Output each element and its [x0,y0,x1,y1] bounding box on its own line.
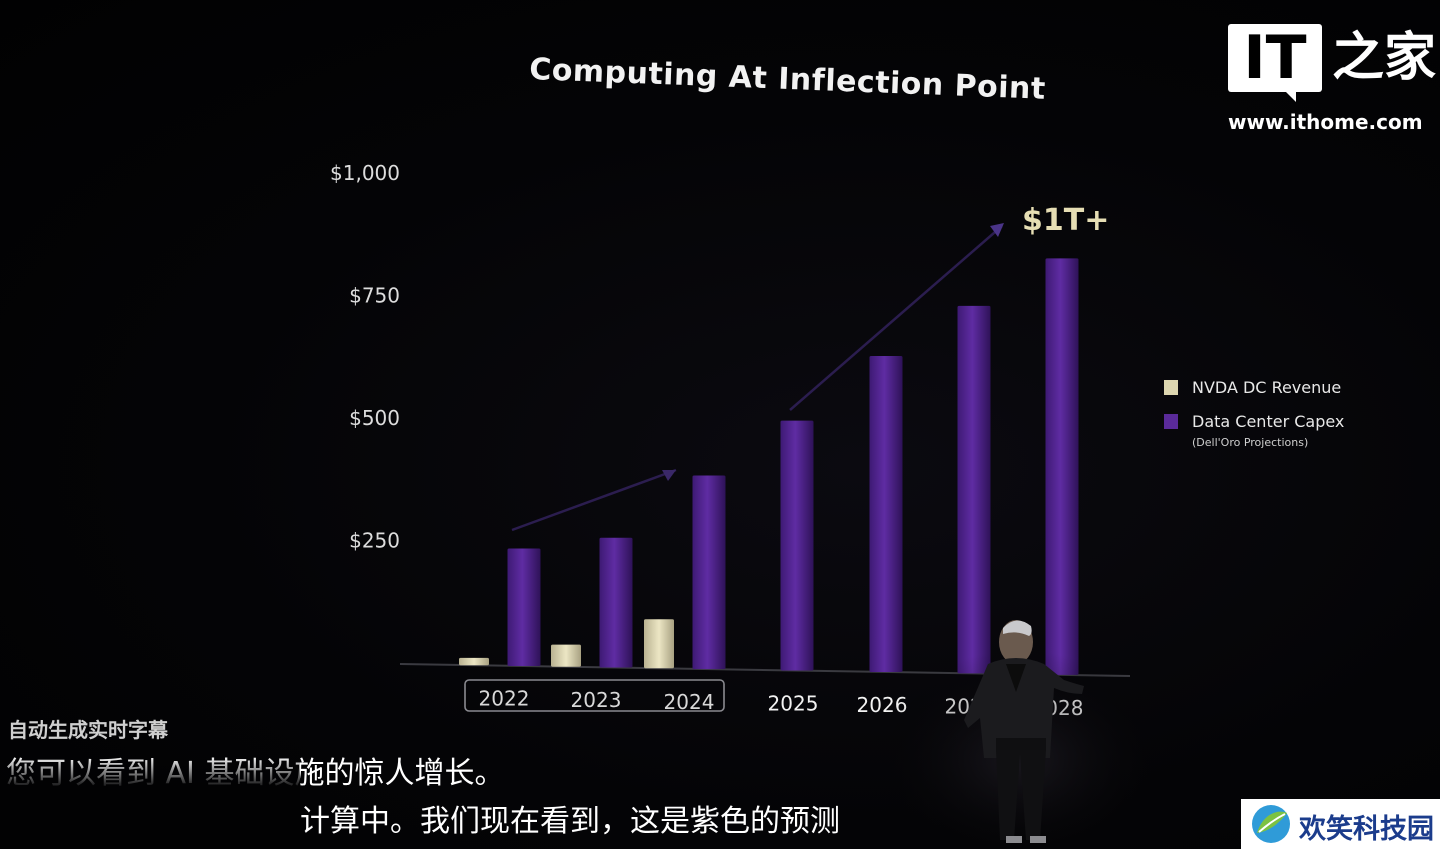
ithome-logo: IT 之家 www.ithome.com [1228,24,1436,136]
legend-swatch-cream [1164,380,1178,395]
bar-nvda-dc-revenue [644,619,674,669]
watermark-badge: 欢笑科技园 [1241,799,1440,849]
leaf-logo-icon [1252,805,1290,843]
trillion-callout: $1T+ [1022,203,1110,238]
logo-it-mark: IT [1228,24,1322,102]
y-tick-label: $750 [349,284,400,308]
arrowhead [990,223,1004,237]
y-tick-label: $500 [349,406,400,430]
bars [459,258,1079,675]
watermark-text: 欢笑科技园 [1299,814,1434,845]
x-tick-label: 2025 [768,691,819,715]
caption-source-label: 自动生成实时字幕 [8,718,168,742]
trend-arrow-projection [789,225,1003,411]
bar-nvda-dc-revenue [459,657,489,666]
bar-data-center-capex [957,305,991,674]
y-axis: $1,000 $750 $500 $250 [330,161,1131,677]
bar-data-center-capex [507,548,541,667]
caption-fade [0,756,300,849]
x-tick-label: 2024 [664,690,715,714]
speaker-figure [870,620,1170,849]
legend-swatch-purple [1164,414,1178,429]
trend-arrows [511,223,1004,532]
legend-note: (Dell'Oro Projections) [1192,436,1309,449]
bar-nvda-dc-revenue [551,644,581,667]
bar-data-center-capex [599,537,633,668]
y-tick-label: $1,000 [330,161,400,185]
bar-data-center-capex [1045,258,1079,675]
logo-url: www.ithome.com [1228,110,1423,134]
legend-label: NVDA DC Revenue [1192,378,1342,397]
legend-label: Data Center Capex [1192,412,1345,431]
historical-years-frame [464,679,725,712]
x-tick-label: 2022 [479,687,530,711]
arrowhead [662,470,676,481]
trend-arrow-historical [511,468,677,532]
bar-data-center-capex [780,420,814,671]
logo-home-text: 之家 [1332,27,1437,88]
caption-line-2: 计算中。我们现在看到，这是紫色的预测 [300,804,840,839]
bar-data-center-capex [869,355,903,672]
x-tick-label: 2023 [571,688,622,712]
y-tick-label: $250 [349,529,400,553]
bar-data-center-capex [692,475,726,670]
